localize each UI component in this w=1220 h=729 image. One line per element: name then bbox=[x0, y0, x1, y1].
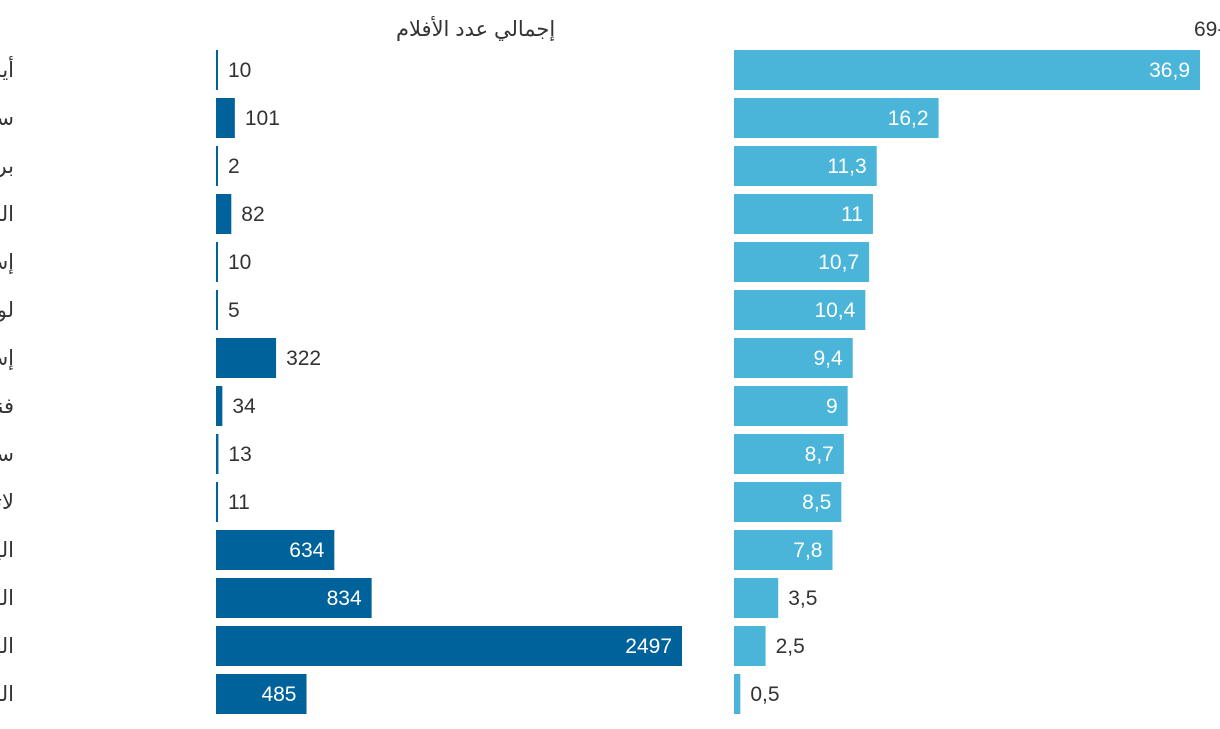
right-bar-فنلندا bbox=[734, 386, 848, 426]
left-value-label-بربادوس: 2 bbox=[228, 155, 240, 178]
category-label-اليابان: اليابان bbox=[0, 539, 14, 562]
category-label-أيسلندا: أيسلندا bbox=[0, 56, 14, 82]
right-value-label-فنلندا: 9 bbox=[826, 395, 838, 418]
left-bar-الهند bbox=[216, 626, 682, 666]
right-panel-title: الأفلام لكل مليون نسمة في الفئة العمرية … bbox=[1194, 16, 1220, 41]
left-value-label-لوكسمبورغ: 5 bbox=[228, 299, 240, 322]
category-label-سويسرا: سويسرا bbox=[0, 107, 14, 130]
right-bar-الولايات-المتحدة bbox=[734, 578, 779, 618]
right-value-label-الولايات-المتحدة: 3,5 bbox=[788, 587, 817, 610]
category-label-لوكسمبورغ: لوكسمبورغ bbox=[0, 299, 14, 322]
left-bar-أيسلندا bbox=[216, 50, 218, 90]
right-bar-إستونيا bbox=[734, 242, 870, 282]
category-label-بربادوس: بربادوس bbox=[0, 155, 14, 178]
left-value-label-إسبانيا: 322 bbox=[286, 347, 321, 370]
category-label-سلوفينيا: سلوفينيا bbox=[0, 443, 14, 466]
right-bar-سويسرا bbox=[734, 98, 939, 138]
right-value-label-الهند: 2,5 bbox=[776, 635, 805, 658]
left-value-label-إستونيا: 10 bbox=[228, 251, 251, 274]
right-value-label-اليابان: 7,8 bbox=[793, 539, 822, 562]
right-value-label-إسبانيا: 9,4 bbox=[814, 347, 844, 370]
left-bar-إسبانيا bbox=[216, 338, 277, 378]
right-bar-إسبانيا bbox=[734, 338, 853, 378]
category-label-الولايات-المتحدة: الولايات المتحدة bbox=[0, 587, 14, 610]
left-value-label-الجمهورية-التشيكية: 82 bbox=[241, 203, 264, 226]
right-bar-سلوفينيا bbox=[734, 434, 844, 474]
right-value-label-لوكسمبورغ: 10,4 bbox=[814, 299, 855, 322]
category-label-الجمهورية-التشيكية: الجمهورية التشيكية bbox=[0, 203, 14, 226]
left-bar-بربادوس bbox=[216, 146, 218, 186]
category-label-لاتفيا: لاتفيا bbox=[0, 491, 14, 514]
category-label-إسبانيا: إسبانيا bbox=[0, 347, 14, 371]
category-label-إستونيا: إستونيا bbox=[0, 251, 14, 275]
left-value-label-الولايات-المتحدة: 834 bbox=[327, 587, 362, 610]
left-bar-الجمهورية-التشيكية bbox=[216, 194, 232, 234]
right-value-label-لاتفيا: 8,5 bbox=[802, 491, 831, 514]
left-value-label-لاتفيا: 11 bbox=[228, 491, 250, 514]
left-value-label-سلوفينيا: 13 bbox=[228, 443, 251, 466]
right-value-label-الصين: 0,5 bbox=[750, 683, 779, 706]
left-bar-اليابان bbox=[216, 530, 335, 570]
right-value-label-سلوفينيا: 8,7 bbox=[805, 443, 834, 466]
right-bar-الهند bbox=[734, 626, 766, 666]
left-value-label-الصين: 485 bbox=[261, 683, 296, 706]
left-bar-الصين bbox=[216, 674, 307, 714]
category-label-الهند: الهند bbox=[0, 635, 14, 658]
right-value-label-الجمهورية-التشيكية: 11 bbox=[841, 203, 863, 226]
left-bar-الولايات-المتحدة bbox=[216, 578, 372, 618]
right-value-label-أيسلندا: 36,9 bbox=[1149, 59, 1190, 82]
right-bar-الجمهورية-التشيكية bbox=[734, 194, 873, 234]
right-value-label-سويسرا: 16,2 bbox=[888, 107, 929, 130]
right-value-label-إستونيا: 10,7 bbox=[818, 251, 859, 274]
left-bar-سويسرا bbox=[216, 98, 235, 138]
left-bar-لاتفيا bbox=[216, 482, 219, 522]
category-label-فنلندا: فنلندا bbox=[0, 395, 14, 418]
right-bar-لاتفيا bbox=[734, 482, 842, 522]
left-value-label-الهند: 2497 bbox=[625, 635, 672, 658]
right-bar-أيسلندا bbox=[734, 50, 1200, 90]
left-bar-إستونيا bbox=[216, 242, 218, 282]
left-bar-لوكسمبورغ bbox=[216, 290, 218, 330]
right-bar-بربادوس bbox=[734, 146, 877, 186]
left-bar-فنلندا bbox=[216, 386, 223, 426]
left-bar-سلوفينيا bbox=[216, 434, 219, 474]
category-label-الصين: الصين bbox=[0, 683, 14, 706]
left-value-label-أيسلندا: 10 bbox=[228, 59, 251, 82]
left-panel-title: إجمالي عدد الأفلام bbox=[396, 16, 555, 42]
left-value-label-فنلندا: 34 bbox=[232, 395, 256, 418]
right-value-label-بربادوس: 11,3 bbox=[827, 155, 866, 178]
left-value-label-سويسرا: 101 bbox=[245, 107, 280, 130]
right-bar-لوكسمبورغ bbox=[734, 290, 866, 330]
right-bar-اليابان bbox=[734, 530, 833, 570]
left-value-label-اليابان: 634 bbox=[289, 539, 324, 562]
right-bar-الصين bbox=[734, 674, 741, 714]
